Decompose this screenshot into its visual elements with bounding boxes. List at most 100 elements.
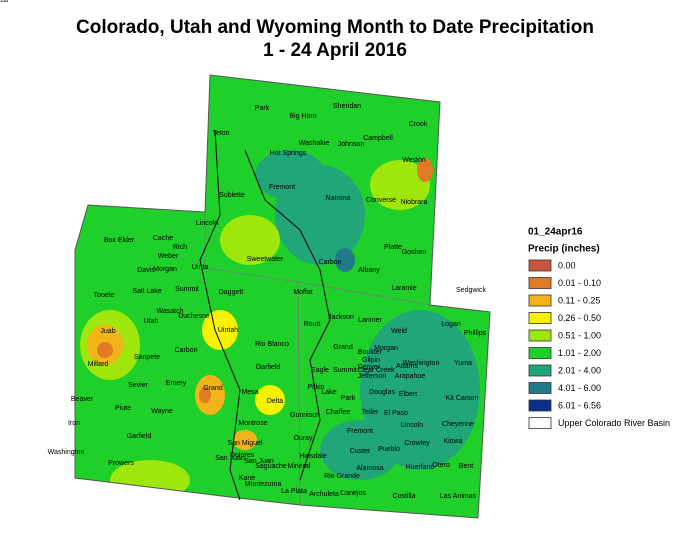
county-label: Duchesne	[178, 313, 210, 320]
legend-label: 2.01 - 4.00	[558, 365, 601, 375]
county-label: Fremont	[269, 184, 295, 191]
county-label: Uinta	[192, 264, 208, 271]
county-label: Fremont	[347, 428, 373, 435]
legend-swatch	[528, 329, 552, 342]
county-label: Sublette	[219, 192, 245, 199]
county-label: Teller	[362, 409, 379, 416]
legend-label: 0.00	[558, 260, 576, 270]
county-label: Las Animas	[440, 493, 477, 500]
legend-title: Precip (inches)	[528, 244, 600, 255]
county-label: Natrona	[326, 195, 351, 202]
basin-boundary	[199, 129, 331, 501]
county-label: Kiowa	[443, 438, 462, 445]
county-label: Iron	[68, 420, 80, 427]
county-labels: Park Big Horn Sheridan Crook Teton Washakie Jo…	[0, 0, 487, 500]
county-label: Juab	[100, 328, 115, 335]
county-label: Yuma	[454, 360, 472, 367]
county-label: Johnson	[338, 141, 365, 148]
county-label: Rich	[173, 244, 187, 251]
county-label: Sanpete	[134, 354, 160, 361]
county-label: Wayne	[151, 408, 173, 415]
county-label: Weld	[391, 328, 407, 335]
county-label: Douglas	[369, 389, 395, 396]
county-label: Uintah	[218, 327, 238, 334]
county-label: Cache	[153, 235, 173, 242]
legend-swatch	[528, 294, 552, 307]
county-label: Washington	[48, 449, 85, 456]
county-label: Dolores	[230, 452, 255, 459]
legend-swatch	[528, 417, 552, 429]
county-label: Eagle	[311, 367, 329, 374]
county-label: Pueblo	[378, 446, 400, 453]
legend-swatch	[528, 259, 552, 272]
county-label: Moffat	[293, 289, 312, 296]
county-label: Adams	[396, 363, 418, 370]
county-label: Albany	[358, 267, 380, 274]
county-label: San Juan	[215, 455, 245, 462]
county-label: Mesa	[241, 389, 258, 396]
county-label: Chaffee	[326, 409, 350, 416]
county-label: Millard	[88, 361, 109, 368]
legend-swatch	[528, 312, 552, 324]
county-label: Morgan	[153, 266, 177, 273]
county-label: Niobrara	[401, 199, 428, 206]
county-label: Hinsdale	[299, 453, 326, 460]
legend-swatch	[528, 364, 552, 377]
map-subtitle: 1 - 24 April 2016	[263, 40, 407, 61]
county-label: Logan	[441, 321, 461, 328]
county-label: Weston	[402, 157, 426, 164]
county-label: Box Elder	[104, 237, 135, 244]
county-label: Hot Springs	[270, 150, 307, 157]
county-label: Park	[255, 105, 270, 112]
county-label: Kane	[239, 475, 255, 482]
county-label: Converse	[366, 197, 396, 204]
county-label: Teton	[212, 130, 229, 137]
county-label: Rio Blanco	[255, 341, 289, 348]
county-label: Sheridan	[333, 103, 361, 110]
county-label: Grand	[333, 344, 353, 351]
county-label: Garfield	[127, 433, 152, 440]
legend-swatch	[528, 347, 552, 359]
county-label: Conejos	[340, 490, 366, 497]
county-label: Sevier	[128, 382, 149, 389]
county-label: Grand	[203, 385, 223, 392]
legend: 01_24apr16 Precip (inches) 0.00 0.01 - 0.…	[528, 227, 670, 429]
county-label: San Miguel	[227, 440, 262, 447]
county-label: Montezuma	[245, 481, 282, 488]
county-label: San Juan	[244, 458, 274, 465]
legend-label: 0.26 - 0.50	[558, 313, 601, 323]
county-label: Phillips	[464, 330, 487, 337]
county-label: Gunnison	[290, 412, 320, 419]
county-label: Emery	[166, 380, 187, 387]
legend-label: 0.11 - 0.25	[558, 295, 600, 305]
county-label: Clear Creek	[357, 367, 395, 374]
legend-layer: 01_24apr16	[528, 227, 583, 238]
legend-swatch	[528, 382, 552, 394]
county-label: Wasatch	[157, 308, 184, 315]
county-label: Daggett	[219, 289, 244, 296]
county-label: Elbert	[399, 391, 417, 398]
legend-swatch	[528, 277, 552, 289]
county-label: Goshen	[402, 249, 427, 256]
county-label: Sweetwater	[247, 256, 284, 263]
county-label: Carbon	[175, 347, 198, 354]
county-label: Custer	[350, 448, 371, 455]
county-label: Crook	[409, 121, 428, 128]
county-label: Huerfano	[406, 464, 435, 471]
county-label: Baca	[0, 0, 8, 4]
county-label: Bent	[459, 463, 473, 470]
legend-label: 4.01 - 6.00	[558, 383, 601, 393]
state-outline	[74, 74, 491, 519]
county-label: Alamosa	[356, 465, 383, 472]
county-label: Laramie	[391, 285, 416, 292]
county-label: Summit	[333, 367, 357, 374]
county-label: Davis	[137, 267, 155, 274]
county-label: Piute	[115, 405, 131, 412]
county-label: Mineral	[288, 463, 311, 470]
county-label: Cheyenne	[442, 421, 474, 428]
county-label: Carbon	[319, 259, 342, 266]
county-label: Kit Carson	[446, 395, 479, 402]
county-label: Crowley	[404, 440, 430, 447]
county-label: Saguache	[255, 463, 287, 470]
